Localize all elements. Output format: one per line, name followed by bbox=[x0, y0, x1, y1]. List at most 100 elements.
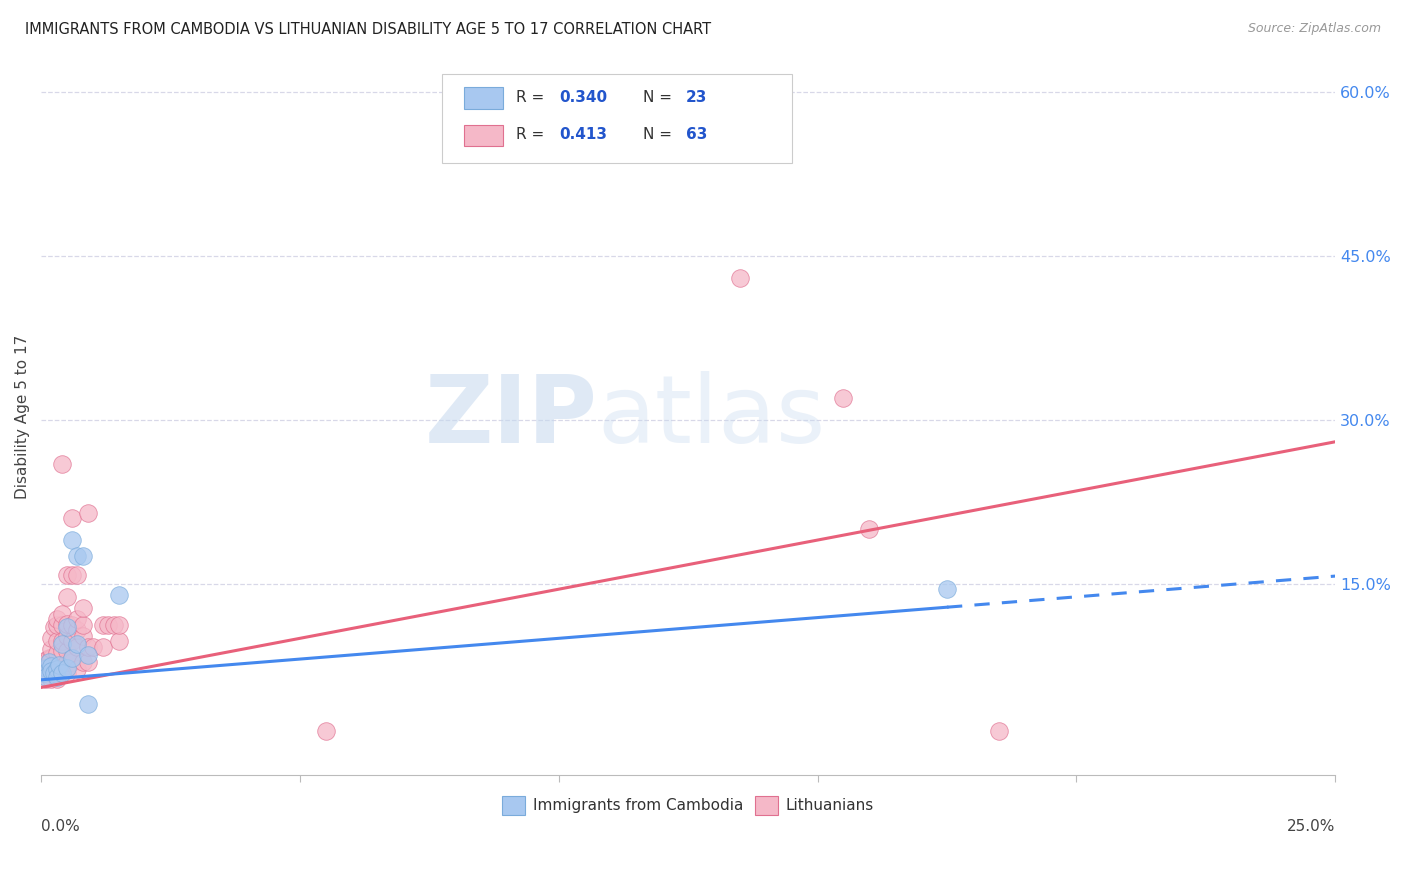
Point bbox=[51, 618, 73, 632]
Point bbox=[936, 582, 959, 597]
Point bbox=[97, 618, 120, 632]
Point bbox=[60, 511, 83, 525]
Point bbox=[35, 661, 58, 675]
Point bbox=[107, 633, 129, 648]
Point bbox=[41, 632, 63, 646]
Point bbox=[45, 612, 67, 626]
Point bbox=[42, 620, 65, 634]
Point bbox=[76, 697, 98, 711]
Point bbox=[728, 271, 751, 285]
Point bbox=[31, 666, 53, 681]
Point bbox=[32, 662, 55, 676]
Text: IMMIGRANTS FROM CAMBODIA VS LITHUANIAN DISABILITY AGE 5 TO 17 CORRELATION CHART: IMMIGRANTS FROM CAMBODIA VS LITHUANIAN D… bbox=[25, 22, 711, 37]
Text: R =: R = bbox=[516, 90, 550, 105]
Point bbox=[76, 506, 98, 520]
Point bbox=[60, 568, 83, 582]
Point bbox=[51, 633, 73, 648]
Point bbox=[72, 629, 94, 643]
Point bbox=[60, 651, 83, 665]
Point bbox=[60, 651, 83, 665]
Text: 0.0%: 0.0% bbox=[41, 819, 80, 834]
Point bbox=[72, 600, 94, 615]
Point bbox=[32, 666, 55, 681]
Point bbox=[60, 633, 83, 648]
Point bbox=[45, 662, 67, 676]
Point bbox=[72, 656, 94, 670]
Point bbox=[51, 637, 73, 651]
Point bbox=[66, 623, 89, 637]
Text: 23: 23 bbox=[686, 90, 707, 105]
Text: Source: ZipAtlas.com: Source: ZipAtlas.com bbox=[1247, 22, 1381, 36]
Point bbox=[51, 457, 73, 471]
Point bbox=[51, 607, 73, 622]
Point bbox=[60, 618, 83, 632]
Point bbox=[35, 669, 58, 683]
Point bbox=[66, 640, 89, 654]
Text: N =: N = bbox=[643, 90, 676, 105]
Point bbox=[72, 549, 94, 564]
Point bbox=[41, 642, 63, 657]
Point bbox=[56, 617, 79, 632]
Text: 0.340: 0.340 bbox=[558, 90, 607, 105]
Point bbox=[66, 662, 89, 676]
Point bbox=[45, 618, 67, 632]
Point bbox=[41, 658, 63, 673]
Text: atlas: atlas bbox=[598, 371, 825, 463]
Point bbox=[66, 568, 89, 582]
Legend: Immigrants from Cambodia, Lithuanians: Immigrants from Cambodia, Lithuanians bbox=[496, 790, 880, 821]
Point bbox=[56, 620, 79, 634]
Text: 0.413: 0.413 bbox=[558, 128, 607, 142]
Point bbox=[51, 666, 73, 681]
Point bbox=[56, 629, 79, 643]
Point bbox=[38, 651, 60, 665]
Point bbox=[45, 672, 67, 686]
Point bbox=[56, 661, 79, 675]
Point bbox=[56, 644, 79, 658]
FancyBboxPatch shape bbox=[443, 74, 792, 163]
Point bbox=[42, 666, 65, 681]
Point bbox=[56, 590, 79, 604]
Text: N =: N = bbox=[643, 128, 676, 142]
Y-axis label: Disability Age 5 to 17: Disability Age 5 to 17 bbox=[15, 335, 30, 500]
Point bbox=[38, 656, 60, 670]
Point bbox=[51, 644, 73, 658]
Point bbox=[72, 618, 94, 632]
Point bbox=[76, 640, 98, 654]
Point bbox=[45, 646, 67, 660]
Point bbox=[66, 549, 89, 564]
Point bbox=[315, 724, 337, 739]
Point bbox=[103, 618, 125, 632]
Point bbox=[66, 612, 89, 626]
Point bbox=[858, 522, 880, 536]
Text: 25.0%: 25.0% bbox=[1286, 819, 1336, 834]
Point bbox=[56, 568, 79, 582]
Point bbox=[60, 533, 83, 547]
Point bbox=[66, 637, 89, 651]
Point bbox=[41, 672, 63, 686]
Text: ZIP: ZIP bbox=[425, 371, 598, 463]
Bar bbox=[464, 125, 503, 146]
Point bbox=[35, 672, 58, 686]
Point bbox=[832, 391, 855, 405]
Point bbox=[35, 661, 58, 675]
Point bbox=[76, 648, 98, 662]
Point bbox=[35, 653, 58, 667]
Text: R =: R = bbox=[516, 128, 550, 142]
Point bbox=[107, 588, 129, 602]
Point bbox=[45, 669, 67, 683]
Point bbox=[51, 666, 73, 681]
Point bbox=[987, 724, 1010, 739]
Bar bbox=[464, 87, 503, 109]
Point bbox=[41, 664, 63, 678]
Point bbox=[82, 640, 104, 654]
Point bbox=[45, 662, 67, 676]
Point bbox=[45, 656, 67, 670]
Point bbox=[76, 656, 98, 670]
Point bbox=[41, 651, 63, 665]
Point bbox=[60, 656, 83, 670]
Text: 63: 63 bbox=[686, 128, 707, 142]
Point bbox=[56, 666, 79, 681]
Point bbox=[41, 666, 63, 681]
Point bbox=[56, 656, 79, 670]
Point bbox=[45, 633, 67, 648]
